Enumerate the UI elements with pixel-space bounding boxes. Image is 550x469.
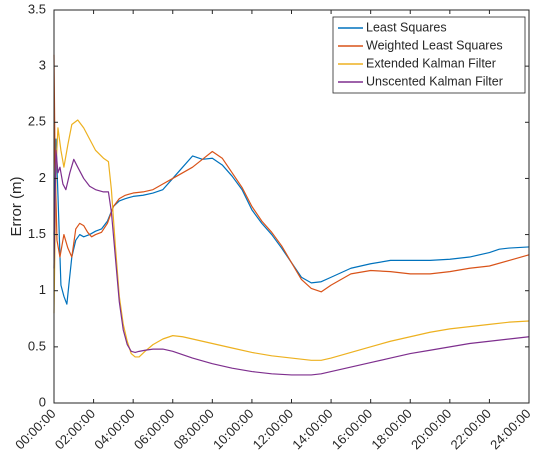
- series-layer: [53, 54, 530, 376]
- series-line-3: [53, 119, 530, 361]
- y-tick-label: 2: [39, 170, 46, 185]
- legend-label: Least Squares: [366, 20, 447, 34]
- legend-label: Unscented Kalman Filter: [366, 74, 503, 88]
- legend-box: [332, 16, 526, 94]
- y-tick-label: 0: [39, 394, 46, 409]
- legend: Least Squares Weighted Least Squares Exten…: [332, 16, 526, 94]
- y-axis: 0 0.5 1 1.5 2 2.5 3 3.5: [28, 1, 529, 409]
- y-tick-label: 3: [39, 58, 46, 73]
- y-tick-label: 0.5: [28, 338, 46, 353]
- legend-label: Weighted Least Squares: [366, 38, 503, 52]
- y-tick-label: 3.5: [28, 1, 46, 16]
- series-line-2: [53, 54, 530, 293]
- y-tick-label: 1: [39, 282, 46, 297]
- y-axis-title: Error (m): [8, 177, 25, 237]
- series-line-4: [53, 149, 530, 376]
- y-tick-label: 2.5: [28, 114, 46, 129]
- y-tick-label: 1.5: [28, 226, 46, 241]
- legend-label: Extended Kalman Filter: [366, 56, 496, 70]
